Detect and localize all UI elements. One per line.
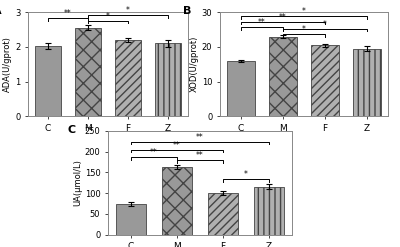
Text: **: ** [173,141,181,150]
Text: **: ** [196,151,204,160]
Y-axis label: ADA(U/gprot): ADA(U/gprot) [3,36,12,92]
Bar [75,28,101,116]
Bar [269,37,297,116]
Bar [353,49,381,116]
Text: **: ** [64,9,72,19]
Text: *: * [302,7,306,16]
Text: *: * [323,20,327,29]
Text: *: * [106,12,110,21]
Bar [115,40,141,116]
Text: *: * [244,170,248,179]
Bar [116,204,146,235]
Y-axis label: XOD(U/gprot): XOD(U/gprot) [190,36,199,92]
Bar [35,46,61,116]
Text: **: ** [279,13,287,22]
Text: C: C [68,125,76,135]
Text: A: A [0,6,2,16]
Bar [254,187,284,235]
Bar [227,61,255,116]
Text: *: * [126,6,130,15]
Text: **: ** [258,18,266,27]
Text: **: ** [196,133,204,142]
Bar [208,193,238,235]
Text: **: ** [150,148,158,157]
Y-axis label: UA(μmol/L): UA(μmol/L) [73,159,82,206]
Text: B: B [183,6,192,16]
Text: *: * [302,25,306,34]
Bar [162,167,192,235]
Bar [155,43,181,116]
Bar [311,45,339,116]
